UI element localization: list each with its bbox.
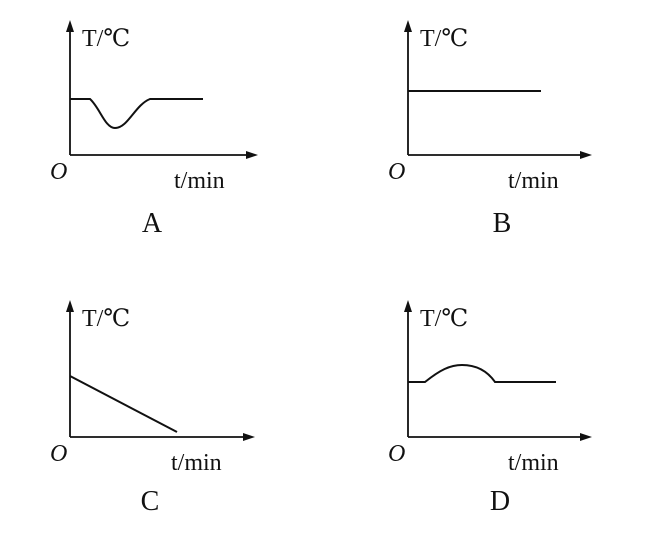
origin-label: O — [50, 441, 67, 467]
origin-label: O — [50, 159, 67, 185]
y-arrow — [66, 300, 74, 312]
origin-label: O — [388, 159, 405, 185]
x-axis-label: t/min — [508, 168, 559, 194]
x-axis-label: t/min — [171, 450, 222, 476]
option-caption: B — [493, 208, 512, 239]
panels: T/℃ t/min O A T/℃ t/min O B T/℃ t/min O C T/℃ t/min O D — [50, 20, 592, 517]
graph-panel: T/℃ t/min O B — [388, 20, 592, 239]
graph-panel: T/℃ t/min O D — [388, 300, 592, 517]
option-caption: A — [142, 208, 163, 239]
temperature-curve — [69, 375, 178, 433]
y-axis-label: T/℃ — [420, 26, 468, 52]
x-arrow — [246, 151, 258, 159]
y-arrow — [404, 20, 412, 32]
x-arrow — [243, 433, 255, 441]
temperature-curve — [408, 363, 556, 383]
x-arrow — [580, 433, 592, 441]
y-arrow — [66, 20, 74, 32]
x-axis-label: t/min — [174, 168, 225, 194]
temperature-curve — [70, 98, 203, 130]
y-axis-label: T/℃ — [82, 306, 130, 332]
x-axis-label: t/min — [508, 450, 559, 476]
origin-label: O — [388, 441, 405, 467]
y-arrow — [404, 300, 412, 312]
graph-panel: T/℃ t/min O A — [50, 20, 258, 239]
option-caption: D — [490, 486, 510, 517]
graph-panel: T/℃ t/min O C — [50, 300, 255, 517]
y-axis-label: T/℃ — [420, 306, 468, 332]
x-arrow — [580, 151, 592, 159]
y-axis-label: T/℃ — [82, 26, 130, 52]
option-caption: C — [141, 486, 160, 517]
